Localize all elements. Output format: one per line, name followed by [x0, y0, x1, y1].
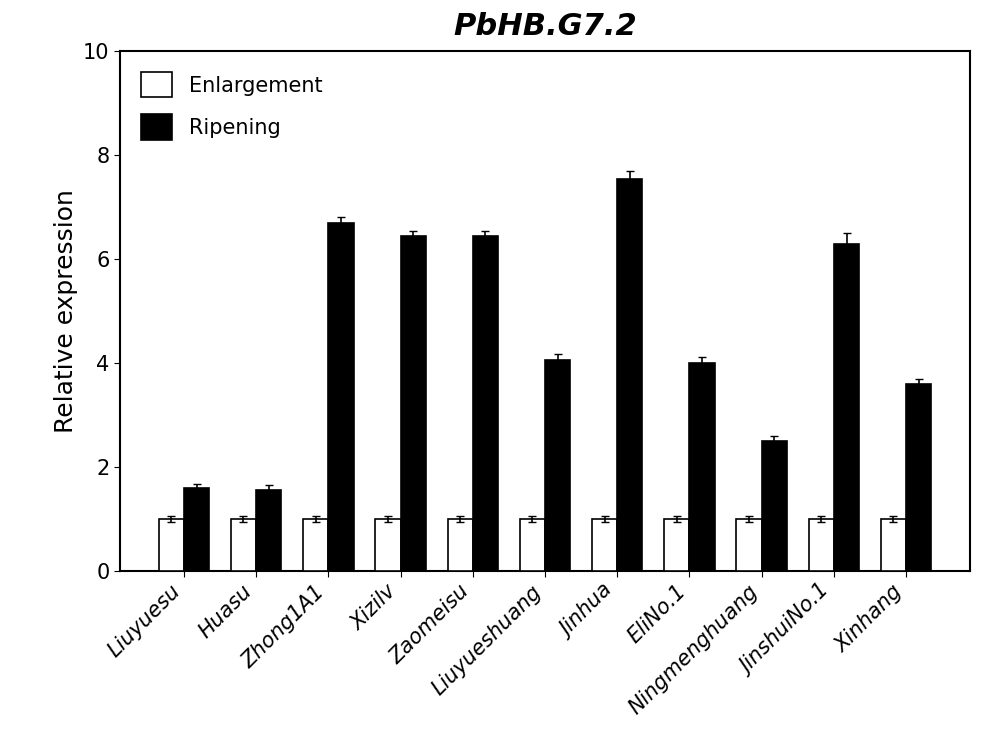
Bar — [520, 519, 545, 571]
Bar — [689, 363, 715, 571]
Bar — [834, 244, 859, 571]
Bar — [256, 490, 281, 571]
Bar — [328, 223, 354, 571]
Bar — [906, 384, 931, 571]
Bar — [617, 179, 642, 571]
Bar — [809, 519, 834, 571]
Bar — [881, 519, 906, 571]
Bar — [592, 519, 617, 571]
Bar — [736, 519, 762, 571]
Bar — [762, 441, 787, 571]
Bar — [231, 519, 256, 571]
Bar — [664, 519, 689, 571]
Bar — [159, 519, 184, 571]
Legend: Enlargement, Ripening: Enlargement, Ripening — [130, 61, 333, 150]
Bar — [401, 236, 426, 571]
Bar — [184, 488, 209, 571]
Bar — [375, 519, 401, 571]
Bar — [545, 360, 570, 571]
Bar — [473, 236, 498, 571]
Title: PbHB.G7.2: PbHB.G7.2 — [453, 12, 637, 40]
Y-axis label: Relative expression: Relative expression — [54, 189, 78, 433]
Bar — [448, 519, 473, 571]
Bar — [303, 519, 328, 571]
